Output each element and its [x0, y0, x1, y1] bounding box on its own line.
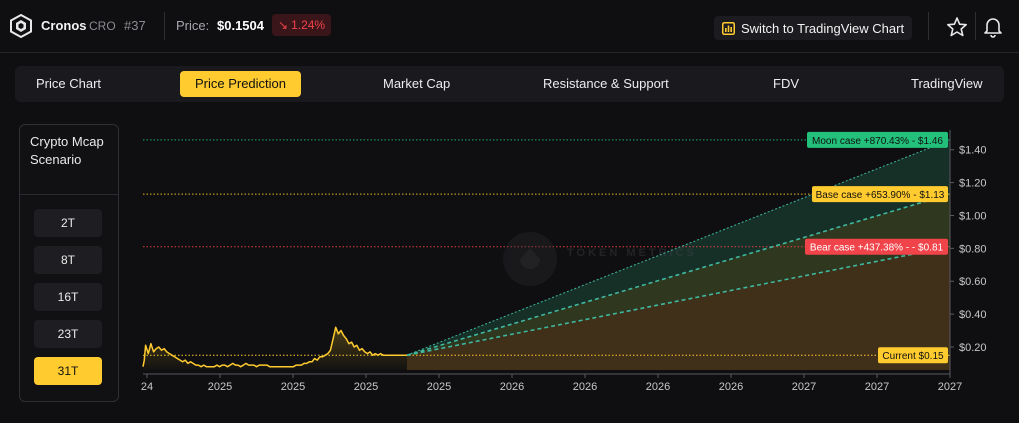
- x-tick-label: 2025: [281, 381, 305, 393]
- x-tick-label: 2026: [719, 381, 743, 393]
- price-history-line: [142, 326, 407, 368]
- watermark-text: TOKEN METRICS: [567, 247, 697, 259]
- tab-fdv[interactable]: FDV: [773, 76, 799, 91]
- x-tick-label: 2025: [427, 381, 451, 393]
- x-tick-label: 2025: [208, 381, 232, 393]
- bear-area: [407, 246, 950, 370]
- x-tick-label: 24: [141, 381, 153, 393]
- scenario-label-bg: [812, 186, 948, 203]
- tab-resistance-support[interactable]: Resistance & Support: [543, 76, 669, 91]
- header-divider: [164, 12, 165, 40]
- x-tick-label: 2026: [573, 381, 597, 393]
- star-icon[interactable]: [946, 16, 968, 38]
- mcap-scenario-panel: Crypto Mcap Scenario 2T 8T 16T 23T 31T: [19, 124, 119, 402]
- scenario-label-bg: [805, 238, 948, 255]
- x-tick-label: 2027: [792, 381, 816, 393]
- scenario-label: Bear case +437.38% - - $0.81: [810, 243, 944, 254]
- y-axis: $0.20 $0.40 $0.60 $0.80 $1.00 $1.20 $1.40: [949, 130, 987, 374]
- y-tick-label: $0.40: [959, 309, 987, 321]
- price-change-value: 1.24%: [291, 18, 326, 32]
- header-divider: [975, 12, 976, 40]
- chart-icon: [722, 21, 735, 35]
- coin-header: Cronos CRO #37 Price: $0.1504 ↘ 1.24% Sw…: [0, 0, 1019, 53]
- tab-tradingview[interactable]: TradingView: [911, 76, 983, 91]
- price-change-badge: ↘ 1.24%: [272, 14, 332, 36]
- tab-price-chart[interactable]: Price Chart: [36, 76, 102, 91]
- tab-market-cap[interactable]: Market Cap: [383, 76, 451, 91]
- scenario-labels: Moon case +870.43% - $1.46 Base case +653…: [805, 131, 948, 364]
- scenario-23t-button[interactable]: 23T: [34, 320, 102, 348]
- current-label: Current $0.15: [882, 351, 944, 362]
- y-tick-label: $1.20: [959, 178, 987, 190]
- x-tick-label: 2025: [354, 381, 378, 393]
- current-label-bg: [878, 347, 948, 364]
- tab-price-prediction[interactable]: Price Prediction: [180, 71, 301, 97]
- price-label: Price:: [176, 18, 210, 33]
- scenario-2t-button[interactable]: 2T: [34, 209, 102, 237]
- y-tick-label: $0.60: [959, 276, 987, 288]
- token-metrics-watermark: TOKEN METRICS: [503, 232, 697, 286]
- x-tick-label: 2027: [865, 381, 889, 393]
- x-tick-label: 2026: [646, 381, 670, 393]
- trend-down-icon: ↘: [278, 18, 289, 32]
- header-divider: [928, 12, 929, 40]
- x-tick-label: 2026: [500, 381, 524, 393]
- scenario-label: Base case +653.90% - $1.13: [816, 190, 945, 201]
- projection-line: [406, 245, 951, 356]
- scenario-label: Moon case +870.43% - $1.46: [812, 136, 943, 147]
- scenario-8t-button[interactable]: 8T: [34, 246, 102, 274]
- price-history-area: [143, 327, 407, 370]
- chart-tabs: Price Chart Price Prediction Market Cap …: [15, 66, 1004, 102]
- y-tick-label: $1.40: [959, 145, 987, 157]
- scenario-31t-button[interactable]: 31T: [34, 357, 102, 385]
- coin-rank: #37: [124, 18, 146, 33]
- projection-lines: [406, 139, 951, 356]
- projection-line: [406, 193, 951, 356]
- scenario-panel-title: Crypto Mcap Scenario: [30, 134, 104, 167]
- y-tick-label: $0.80: [959, 243, 987, 255]
- coin-name: Cronos: [41, 18, 87, 33]
- price-prediction-chart: TOKEN METRICS $0.20$0.40$0.60$0.80$1.00$…: [141, 130, 987, 393]
- x-tick-label: 2027: [938, 381, 962, 393]
- switch-tradingview-button[interactable]: Switch to TradingView Chart: [714, 16, 913, 40]
- scenario-16t-button[interactable]: 16T: [34, 283, 102, 311]
- cronos-logo-icon: [10, 14, 32, 38]
- y-tick-label: $0.20: [959, 342, 987, 354]
- price-history: [142, 326, 407, 370]
- price-value: $0.1504: [217, 18, 264, 33]
- scenario-label-bg: [807, 131, 948, 148]
- panel-divider: [20, 194, 118, 195]
- switch-tradingview-label: Switch to TradingView Chart: [741, 20, 905, 36]
- coin-symbol: CRO: [89, 19, 116, 33]
- projection-line: [406, 139, 951, 356]
- x-axis: 24 2025 2025 2025 2025 2026 2026 2026 2026 2027 20…: [141, 373, 962, 393]
- y-tick-label: $1.00: [959, 210, 987, 222]
- bell-icon[interactable]: [983, 16, 1003, 38]
